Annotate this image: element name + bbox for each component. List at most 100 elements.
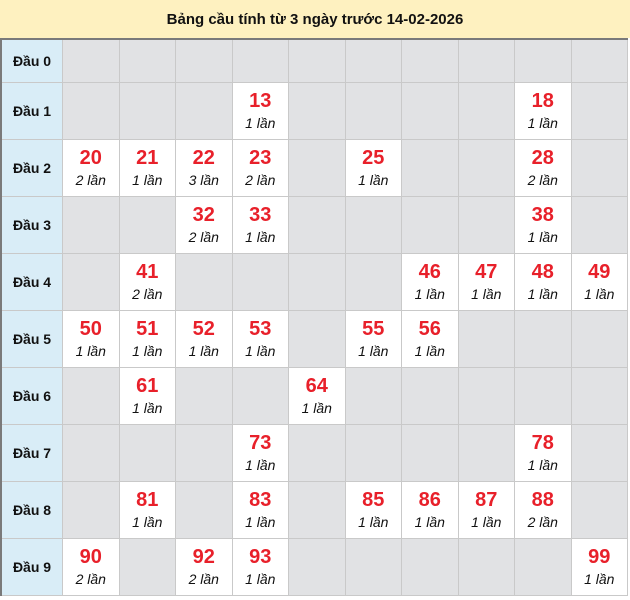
empty-cell <box>62 252 120 311</box>
occurrence-count: 1 lần <box>414 342 445 359</box>
row-label: Đầu 9 <box>0 537 63 596</box>
table-row: Đầu 8 81 1 lần 83 1 lần 85 1 lần 86 1 lần 87 1 lần… <box>0 480 628 539</box>
empty-cell <box>344 366 402 425</box>
number-value: 47 <box>475 260 498 283</box>
number-value: 38 <box>531 203 554 226</box>
number-value: 83 <box>249 488 272 511</box>
empty-cell <box>175 38 233 83</box>
occurrence-count: 1 lần <box>75 342 106 359</box>
empty-cell <box>118 423 176 482</box>
number-value: 88 <box>531 488 554 511</box>
empty-cell <box>401 423 459 482</box>
number-value: 64 <box>305 374 328 397</box>
number-value: 92 <box>192 545 215 568</box>
number-value: 23 <box>249 146 272 169</box>
occurrence-count: 1 lần <box>188 342 219 359</box>
empty-cell <box>401 366 459 425</box>
empty-cell <box>457 309 515 368</box>
row-label: Đầu 8 <box>0 480 63 539</box>
occurrence-count: 2 lần <box>132 285 163 302</box>
row-label: Đầu 4 <box>0 252 63 311</box>
number-cell: 88 2 lần <box>514 480 572 539</box>
number-cell: 28 2 lần <box>514 138 572 197</box>
number-value: 22 <box>192 146 215 169</box>
occurrence-count: 1 lần <box>358 342 389 359</box>
number-cell: 18 1 lần <box>514 81 572 140</box>
occurrence-count: 1 lần <box>245 570 276 587</box>
empty-cell <box>231 252 289 311</box>
number-cell: 49 1 lần <box>570 252 628 311</box>
number-cell: 48 1 lần <box>514 252 572 311</box>
number-value: 20 <box>79 146 102 169</box>
empty-cell <box>570 309 628 368</box>
table-row: Đầu 7 73 1 lần 78 1 lần <box>0 423 628 482</box>
number-cell: 78 1 lần <box>514 423 572 482</box>
empty-cell <box>62 366 120 425</box>
empty-cell <box>344 252 402 311</box>
row-label: Đầu 1 <box>0 81 63 140</box>
number-value: 53 <box>249 317 272 340</box>
empty-cell <box>457 138 515 197</box>
number-value: 41 <box>136 260 159 283</box>
table-row: Đầu 3 32 2 lần 33 1 lần 38 1 lần <box>0 195 628 254</box>
number-cell: 41 2 lần <box>118 252 176 311</box>
table-row: Đầu 5 50 1 lần 51 1 lần 52 1 lần 53 1 lần 55 1 lần… <box>0 309 628 368</box>
empty-cell <box>175 423 233 482</box>
occurrence-count: 1 lần <box>245 114 276 131</box>
empty-cell <box>401 195 459 254</box>
empty-cell <box>570 138 628 197</box>
number-cell: 13 1 lần <box>231 81 289 140</box>
number-cell: 51 1 lần <box>118 309 176 368</box>
row-label: Đầu 7 <box>0 423 63 482</box>
occurrence-count: 2 lần <box>188 570 219 587</box>
empty-cell <box>288 480 346 539</box>
table-row: Đầu 0 <box>0 38 628 83</box>
occurrence-count: 2 lần <box>527 171 558 188</box>
occurrence-count: 1 lần <box>471 285 502 302</box>
occurrence-count: 2 lần <box>527 513 558 530</box>
occurrence-count: 1 lần <box>584 285 615 302</box>
empty-cell <box>514 309 572 368</box>
number-cell: 73 1 lần <box>231 423 289 482</box>
number-value: 25 <box>362 146 385 169</box>
table-row: Đầu 1 13 1 lần 18 1 lần <box>0 81 628 140</box>
number-value: 48 <box>531 260 554 283</box>
number-value: 61 <box>136 374 159 397</box>
empty-cell <box>344 423 402 482</box>
empty-cell <box>514 537 572 596</box>
number-cell: 64 1 lần <box>288 366 346 425</box>
number-cell: 32 2 lần <box>175 195 233 254</box>
number-value: 49 <box>588 260 611 283</box>
occurrence-count: 1 lần <box>245 228 276 245</box>
number-cell: 55 1 lần <box>344 309 402 368</box>
number-cell: 83 1 lần <box>231 480 289 539</box>
occurrence-count: 1 lần <box>527 114 558 131</box>
occurrence-count: 1 lần <box>132 513 163 530</box>
number-cell: 61 1 lần <box>118 366 176 425</box>
empty-cell <box>231 366 289 425</box>
number-value: 52 <box>192 317 215 340</box>
empty-cell <box>570 480 628 539</box>
number-value: 51 <box>136 317 159 340</box>
empty-cell <box>401 138 459 197</box>
number-cell: 93 1 lần <box>231 537 289 596</box>
occurrence-count: 2 lần <box>245 171 276 188</box>
number-value: 13 <box>249 89 272 112</box>
occurrence-count: 2 lần <box>75 171 106 188</box>
number-value: 18 <box>531 89 554 112</box>
row-label: Đầu 6 <box>0 366 63 425</box>
row-label: Đầu 3 <box>0 195 63 254</box>
number-cell: 38 1 lần <box>514 195 572 254</box>
empty-cell <box>118 537 176 596</box>
occurrence-count: 2 lần <box>188 228 219 245</box>
number-value: 90 <box>79 545 102 568</box>
table-row: Đầu 9 90 2 lần 92 2 lần 93 1 lần 99 1 lần <box>0 537 628 596</box>
empty-cell <box>514 366 572 425</box>
occurrence-count: 1 lần <box>414 285 445 302</box>
empty-cell <box>457 81 515 140</box>
occurrence-count: 2 lần <box>75 570 106 587</box>
number-cell: 47 1 lần <box>457 252 515 311</box>
number-cell: 92 2 lần <box>175 537 233 596</box>
row-label: Đầu 5 <box>0 309 63 368</box>
empty-cell <box>175 81 233 140</box>
